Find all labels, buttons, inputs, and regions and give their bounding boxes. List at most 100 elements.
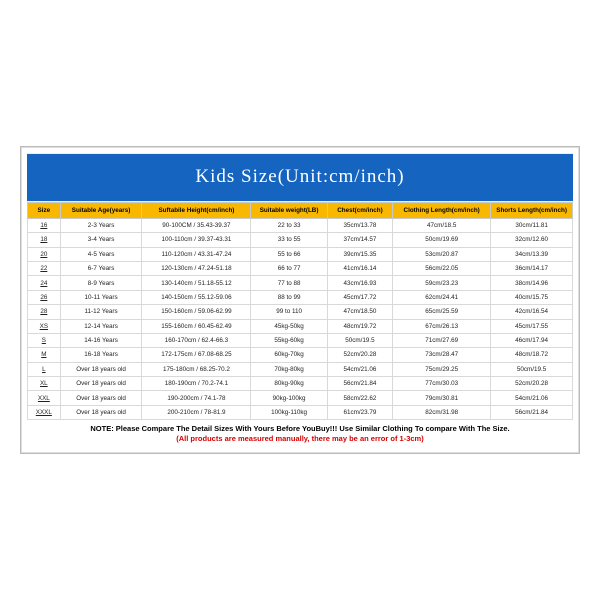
table-cell: 175-180cm / 68.25-70.2 [142,362,251,376]
table-cell: 24 [28,276,61,290]
table-cell: 43cm/16.93 [327,276,392,290]
col-header: Suitable weight(LB) [251,202,327,218]
table-cell: 11-12 Years [60,305,142,319]
table-cell: 56cm/21.84 [491,405,573,419]
table-cell: XS [28,319,61,333]
table-cell: 79cm/30.81 [393,391,491,405]
col-header: Suftabile Height(cm/inch) [142,202,251,218]
table-cell: 33 to 55 [251,233,327,247]
col-header: Shorts Length(cm/inch) [491,202,573,218]
table-cell: 8-9 Years [60,276,142,290]
table-cell: 28 [28,305,61,319]
table-cell: 39cm/15.35 [327,247,392,261]
table-cell: 71cm/27.69 [393,333,491,347]
table-cell: 60kg-70kg [251,348,327,362]
table-row: S14-16 Years160-170cm / 62.4-66.355kg-60… [28,333,573,347]
table-cell: 190-200cm / 74.1-78 [142,391,251,405]
table-cell: 160-170cm / 62.4-66.3 [142,333,251,347]
table-cell: 18 [28,233,61,247]
chart-title: Kids Size(Unit:cm/inch) [27,153,573,202]
table-cell: 80kg-90kg [251,377,327,391]
table-cell: 42cm/16.54 [491,305,573,319]
size-table: SizeSuitable Age(years)Suftabile Height(… [27,202,573,420]
table-cell: 50cm/19.5 [491,362,573,376]
table-cell: 52cm/20.28 [491,377,573,391]
table-cell: 45cm/17.55 [491,319,573,333]
table-cell: 110-120cm / 43.31-47.24 [142,247,251,261]
table-row: 183-4 Years100-110cm / 39.37-43.3133 to … [28,233,573,247]
table-cell: 47cm/18.5 [393,218,491,232]
table-cell: 50cm/19.5 [327,333,392,347]
table-cell: 35cm/13.78 [327,218,392,232]
table-cell: M [28,348,61,362]
table-cell: 55kg-60kg [251,333,327,347]
table-row: 162-3 Years90-100CM / 35.43-39.3722 to 3… [28,218,573,232]
table-cell: 140-150cm / 55.12-59.06 [142,290,251,304]
table-cell: 41cm/16.14 [327,262,392,276]
table-cell: 50cm/19.69 [393,233,491,247]
table-cell: 52cm/20.28 [327,348,392,362]
table-row: 204-5 Years110-120cm / 43.31-47.2455 to … [28,247,573,261]
table-cell: 4-5 Years [60,247,142,261]
table-cell: 120-130cm / 47.24-51.18 [142,262,251,276]
table-cell: 48cm/18.72 [491,348,573,362]
table-body: 162-3 Years90-100CM / 35.43-39.3722 to 3… [28,218,573,419]
table-row: XXLOver 18 years old190-200cm / 74.1-789… [28,391,573,405]
table-cell: 32cm/12.60 [491,233,573,247]
table-cell: Over 18 years old [60,362,142,376]
table-cell: 75cm/29.25 [393,362,491,376]
table-cell: 155-160cm / 60.45-62.49 [142,319,251,333]
table-cell: 130-140cm / 51.18-55.12 [142,276,251,290]
table-cell: 90kg-100kg [251,391,327,405]
table-cell: 82cm/31.98 [393,405,491,419]
table-cell: 150-160cm / 59.06-62.99 [142,305,251,319]
table-row: M16-18 Years172-175cm / 67.08-68.2560kg-… [28,348,573,362]
table-cell: 22 to 33 [251,218,327,232]
col-header: Suitable Age(years) [60,202,142,218]
table-cell: 36cm/14.17 [491,262,573,276]
table-cell: 77cm/30.03 [393,377,491,391]
note-line-1: NOTE: Please Compare The Detail Sizes Wi… [27,420,573,433]
table-cell: XXL [28,391,61,405]
table-cell: XXXL [28,405,61,419]
table-cell: 3-4 Years [60,233,142,247]
table-row: XLOver 18 years old180-190cm / 70.2-74.1… [28,377,573,391]
table-cell: 6-7 Years [60,262,142,276]
table-cell: 54cm/21.06 [491,391,573,405]
table-cell: 55 to 66 [251,247,327,261]
table-cell: S [28,333,61,347]
table-cell: L [28,362,61,376]
table-cell: 62cm/24.41 [393,290,491,304]
table-row: XS12-14 Years155-160cm / 60.45-62.4945kg… [28,319,573,333]
table-cell: 10-11 Years [60,290,142,304]
table-row: 226-7 Years120-130cm / 47.24-51.1866 to … [28,262,573,276]
table-cell: 38cm/14.96 [491,276,573,290]
table-cell: 58cm/22.62 [327,391,392,405]
col-header: Chest(cm/inch) [327,202,392,218]
table-cell: 88 to 99 [251,290,327,304]
table-cell: 61cm/23.79 [327,405,392,419]
table-cell: 99 to 110 [251,305,327,319]
table-row: 2610-11 Years140-150cm / 55.12-59.0688 t… [28,290,573,304]
table-header-row: SizeSuitable Age(years)Suftabile Height(… [28,202,573,218]
table-cell: 90-100CM / 35.43-39.37 [142,218,251,232]
table-cell: 45kg-50kg [251,319,327,333]
table-cell: 59cm/23.23 [393,276,491,290]
table-cell: 100-110cm / 39.37-43.31 [142,233,251,247]
table-cell: 37cm/14.57 [327,233,392,247]
table-cell: 20 [28,247,61,261]
col-header: Clothing Length(cm/inch) [393,202,491,218]
table-cell: Over 18 years old [60,377,142,391]
table-cell: 34cm/13.39 [491,247,573,261]
table-cell: Over 18 years old [60,391,142,405]
table-cell: 2-3 Years [60,218,142,232]
table-cell: 12-14 Years [60,319,142,333]
table-cell: 47cm/18.50 [327,305,392,319]
table-cell: 46cm/17.94 [491,333,573,347]
table-cell: 16-18 Years [60,348,142,362]
col-header: Size [28,202,61,218]
table-cell: 66 to 77 [251,262,327,276]
table-cell: 14-16 Years [60,333,142,347]
table-cell: 67cm/26.13 [393,319,491,333]
table-cell: 22 [28,262,61,276]
